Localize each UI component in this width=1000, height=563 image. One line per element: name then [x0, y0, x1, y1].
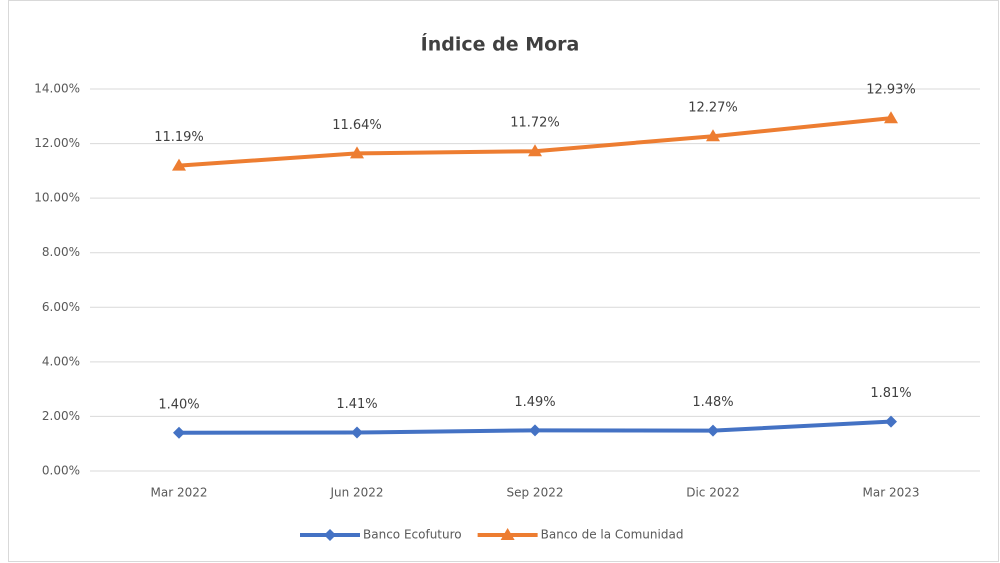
y-tick-label: 8.00%	[42, 245, 80, 259]
y-tick-label: 10.00%	[34, 191, 80, 205]
y-tick-label: 6.00%	[42, 300, 80, 314]
y-tick-label: 14.00%	[34, 82, 80, 96]
legend-label: Banco de la Comunidad	[541, 528, 684, 542]
marker	[884, 111, 898, 124]
marker	[324, 529, 336, 541]
marker	[500, 528, 515, 540]
y-tick-label: 2.00%	[42, 409, 80, 423]
x-tick-label: Dic 2022	[686, 486, 740, 500]
x-tick-label: Sep 2022	[507, 486, 564, 500]
data-label: 12.27%	[688, 101, 738, 116]
data-label: 1.40%	[158, 397, 199, 412]
marker	[885, 415, 897, 428]
data-label: 1.49%	[514, 395, 555, 410]
marker	[172, 158, 186, 171]
x-tick-label: Jun 2022	[329, 486, 383, 500]
y-tick-label: 0.00%	[42, 464, 80, 478]
legend-label: Banco Ecofuturo	[363, 528, 462, 542]
y-tick-label: 4.00%	[42, 354, 80, 368]
data-label: 1.48%	[692, 395, 733, 410]
chart-border	[8, 0, 999, 562]
data-label: 1.81%	[870, 386, 911, 401]
marker	[173, 426, 185, 439]
marker	[707, 424, 719, 437]
data-label: 11.72%	[510, 116, 560, 131]
y-tick-label: 12.00%	[34, 136, 80, 150]
x-tick-label: Mar 2023	[863, 486, 920, 500]
marker	[706, 129, 720, 142]
marker	[529, 424, 541, 437]
chart-title: Índice de Mora	[421, 33, 580, 56]
marker	[350, 146, 364, 159]
marker	[351, 426, 363, 439]
data-label: 1.41%	[336, 397, 377, 412]
data-label: 12.93%	[866, 83, 916, 98]
data-label: 11.19%	[154, 130, 204, 145]
data-label: 11.64%	[332, 118, 382, 133]
x-tick-label: Mar 2022	[151, 486, 208, 500]
marker	[528, 144, 542, 157]
